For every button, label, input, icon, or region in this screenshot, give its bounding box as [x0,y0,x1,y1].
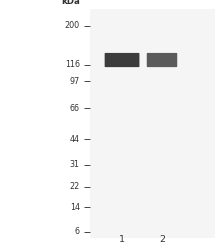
Text: kDa: kDa [61,0,80,6]
FancyBboxPatch shape [105,53,140,67]
Text: 44: 44 [70,135,80,144]
Text: 97: 97 [70,77,80,86]
Text: 200: 200 [65,21,80,30]
FancyBboxPatch shape [147,53,177,67]
Bar [90,9,215,238]
Text: 31: 31 [70,160,80,169]
Text: 66: 66 [70,104,80,113]
Text: 1: 1 [119,235,125,244]
Text: 6: 6 [75,227,80,236]
Text: 2: 2 [159,235,165,244]
Text: 116: 116 [65,61,80,69]
Text: 14: 14 [70,203,80,211]
Text: 22: 22 [70,182,80,191]
